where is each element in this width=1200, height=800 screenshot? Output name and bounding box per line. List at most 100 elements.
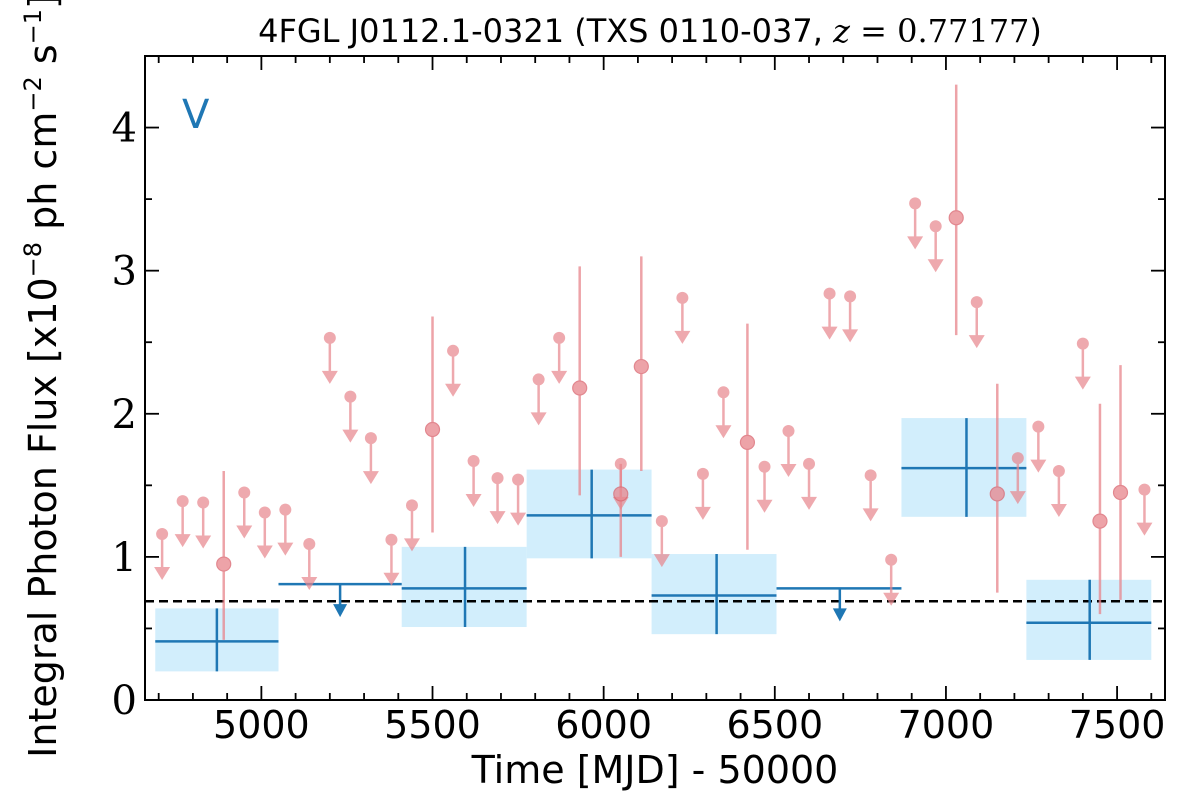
fine-upper-limit-arrow [321, 370, 338, 384]
fine-upper-limit-point [303, 538, 316, 551]
fine-upper-limit-arrow [968, 335, 985, 349]
fine-upper-limit-point [467, 455, 480, 468]
fine-upper-limit-arrow [862, 508, 879, 522]
fine-upper-limit [883, 553, 900, 606]
fine-upper-limit [715, 386, 732, 439]
fine-upper-limit-arrow [383, 572, 400, 586]
x-tick-label: 5500 [384, 703, 481, 747]
fine-upper-limit [256, 506, 273, 559]
fine-upper-limit-point [758, 460, 771, 473]
fine-upper-limit-arrow [342, 429, 359, 443]
fine-upper-limit [174, 495, 191, 548]
fine-upper-limit [301, 538, 318, 591]
fine-upper-limit-point [385, 533, 398, 546]
fine-upper-limit-arrow [842, 329, 859, 343]
coarse-upper-limit-arrow [832, 608, 847, 622]
ylabel-post: ] [21, 0, 65, 9]
y-tick-label: 3 [112, 249, 137, 295]
fine-upper-limit [195, 496, 212, 549]
fine-upper-limit-point [512, 473, 525, 486]
fine-upper-limit-point [1076, 337, 1089, 350]
fine-detection-point [216, 556, 232, 572]
fine-upper-limit-arrow [277, 542, 294, 556]
fine-upper-limit-point [1032, 420, 1045, 433]
fine-upper-limit [842, 290, 859, 343]
fine-upper-limit-point [676, 291, 689, 304]
fine-upper-limit [1009, 452, 1026, 505]
fine-upper-limit-arrow [174, 534, 191, 548]
fine-upper-limit [154, 527, 171, 580]
fine-upper-limit [694, 467, 711, 520]
y-tick-label: 4 [112, 106, 137, 152]
fine-upper-limit [907, 197, 924, 250]
fine-upper-limit-arrow [195, 535, 212, 549]
fine-detection-point [1112, 484, 1129, 501]
fine-upper-limit-arrow [674, 330, 691, 344]
fine-upper-limit-point [1011, 452, 1024, 465]
y-axis-label: Integral Photon Flux [x10−8 ph cm−2 s−1] [19, 0, 65, 758]
title-redshift-value: 0.77177 [897, 12, 1029, 50]
ylabel-exp3: −1 [19, 9, 47, 44]
fine-upper-limit-arrow [907, 236, 924, 250]
fine-upper-limit-point [696, 467, 709, 480]
fine-upper-limit-point [823, 287, 836, 300]
fine-upper-limit-arrow [489, 511, 506, 525]
fine-upper-limit [489, 472, 506, 525]
fine-upper-limit-arrow [653, 554, 670, 568]
fine-upper-limit-arrow [154, 566, 171, 580]
fine-upper-limit-point [176, 495, 189, 508]
fine-upper-limit [403, 499, 420, 552]
fine-upper-limit-point [323, 331, 336, 344]
title-close: ) [1029, 12, 1041, 50]
fine-detection [1112, 365, 1129, 600]
fine-upper-limit-arrow [780, 463, 797, 477]
fine-upper-limit [510, 473, 527, 526]
title-main: 4FGL J0112.1-0321 (TXS 0110-037, [258, 12, 833, 50]
fine-detection-point [948, 210, 964, 226]
fine-upper-limit-point [803, 457, 816, 470]
fine-upper-limit-point [279, 503, 292, 516]
fine-upper-limit [383, 533, 400, 586]
fine-upper-limit-point [909, 197, 922, 210]
fine-upper-limit-arrow [1030, 459, 1047, 473]
fine-upper-limit-arrow [1074, 376, 1091, 390]
fine-upper-limit [780, 424, 797, 477]
ylabel-pre: Integral Photon Flux [x10 [21, 277, 65, 758]
x-tick-label: 6500 [726, 703, 823, 747]
fine-upper-limit-arrow [510, 512, 527, 526]
fine-detection-point [1092, 513, 1108, 529]
fine-upper-limit-arrow [927, 259, 944, 273]
fine-upper-limit-arrow [1050, 504, 1067, 518]
fine-upper-limit-point [344, 390, 357, 403]
fine-upper-limit-arrow [445, 383, 462, 397]
fine-upper-limit [801, 457, 818, 510]
fine-upper-limit-arrow [715, 425, 732, 439]
fine-detection [633, 256, 649, 472]
fine-upper-limit [927, 220, 944, 273]
fine-detection [1092, 403, 1108, 615]
coarse-bin-box [526, 469, 652, 559]
fine-upper-limit [653, 515, 670, 568]
fine-detection [216, 471, 232, 640]
fine-upper-limit-point [970, 296, 983, 309]
fine-upper-limit [465, 455, 482, 508]
fine-detection-point [633, 358, 649, 375]
axes-frame [144, 55, 1166, 701]
title-redshift-symbol: z [832, 12, 851, 50]
x-tick-label: 5000 [213, 703, 310, 747]
fine-upper-limit-arrow [694, 506, 711, 520]
fine-upper-limit-point [929, 220, 942, 233]
coarse-bin-box [651, 554, 777, 635]
fine-upper-limit-arrow [362, 471, 379, 485]
fine-upper-limit [342, 390, 359, 443]
y-tick-label: 0 [112, 678, 137, 724]
fine-upper-limit [445, 344, 462, 397]
panel-label: V [182, 92, 210, 138]
fine-detection [572, 266, 588, 496]
fine-upper-limit [1050, 465, 1067, 518]
fine-detection [989, 383, 1005, 593]
y-tick-label: 1 [112, 535, 137, 581]
fine-upper-limit-arrow [1136, 522, 1153, 536]
fine-upper-limit [1074, 337, 1091, 390]
fine-upper-limit-arrow [801, 496, 818, 510]
